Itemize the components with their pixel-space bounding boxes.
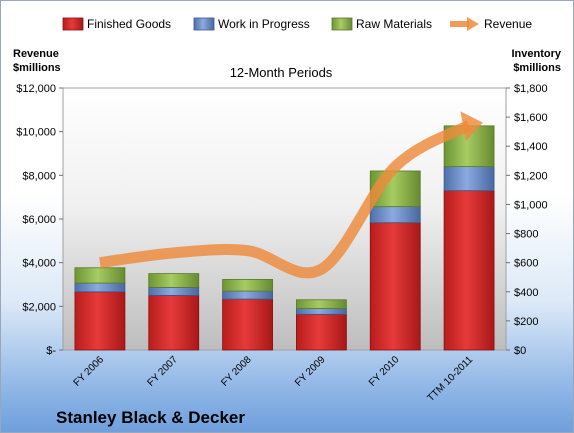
- right-tick-label: $1,000: [514, 199, 548, 211]
- bar-finished-goods: [148, 295, 200, 351]
- right-tick-label: $400: [514, 287, 538, 299]
- bar-finished-goods: [443, 190, 495, 351]
- legend-item-raw-materials: Raw Materials: [331, 17, 432, 31]
- legend-label-finished-goods: Finished Goods: [87, 17, 171, 31]
- legend-item-finished-goods: Finished Goods: [62, 17, 171, 31]
- legend-label-work-in-progress: Work in Progress: [218, 17, 310, 31]
- bar-finished-goods: [222, 298, 273, 351]
- chart-subtitle: 12-Month Periods: [230, 65, 333, 80]
- bar-finished-goods: [369, 222, 421, 351]
- right-tick-label: $1,200: [514, 170, 548, 182]
- revenue-line: [99, 120, 472, 279]
- bar-work-in-progress: [369, 206, 421, 224]
- right-tick-label: $600: [514, 258, 538, 270]
- right-tick-label: $0: [514, 345, 526, 357]
- x-tick-label: FY 2008: [219, 354, 254, 389]
- company-name: Stanley Black & Decker: [56, 408, 245, 427]
- legend-label-revenue: Revenue: [484, 17, 532, 31]
- bar-work-in-progress: [222, 290, 273, 300]
- x-tick-label: FY 2007: [145, 354, 180, 389]
- bar-work-in-progress: [74, 282, 126, 293]
- right-tick-label: $200: [514, 316, 538, 328]
- x-tick-label: FY 2006: [72, 354, 107, 389]
- left-axis-title-line1: Revenue: [13, 48, 59, 60]
- bar-raw-materials: [296, 299, 347, 309]
- bar-work-in-progress: [148, 287, 200, 296]
- right-axis-title-line2: $millions: [513, 62, 561, 74]
- legend-item-work-in-progress: Work in Progress: [193, 17, 310, 31]
- bar-raw-materials: [222, 279, 273, 292]
- bar-finished-goods: [74, 291, 126, 351]
- bar-work-in-progress: [443, 166, 495, 192]
- right-tick-label: $800: [514, 229, 538, 241]
- right-axis: $0 $200 $400 $600 $800 $1,000 $1,200 $1,400 $1,6…: [506, 83, 548, 357]
- legend-label-raw-materials: Raw Materials: [356, 17, 432, 31]
- x-axis: FY 2006 FY 2007 FY 2008 FY 2009 FY 2010 TTM 1…: [72, 354, 476, 404]
- x-tick-label: FY 2010: [367, 354, 402, 389]
- right-tick-label: $1,600: [514, 112, 548, 124]
- bar-raw-materials: [148, 273, 200, 288]
- right-tick-label: $1,800: [514, 83, 548, 95]
- left-tick-label: $6,000: [22, 214, 56, 226]
- plot-area: [62, 87, 507, 351]
- bar-finished-goods: [296, 313, 347, 351]
- bar-series: [74, 125, 495, 351]
- left-axis: $- $2,000 $4,000 $6,000 $8,000 $10,000 $12,000: [16, 83, 63, 357]
- left-axis-title-line2: $millions: [13, 62, 61, 74]
- x-tick-label: FY 2009: [293, 354, 328, 389]
- left-tick-label: $4,000: [22, 258, 56, 270]
- left-tick-label: $2,000: [22, 301, 56, 313]
- revenue-arrowhead: [460, 111, 483, 141]
- right-axis-title-line1: Inventory: [511, 48, 561, 60]
- x-tick-label: TTM 10-2011: [425, 354, 475, 404]
- bar-work-in-progress: [296, 308, 347, 315]
- left-tick-label: $-: [46, 345, 56, 357]
- legend-item-revenue: Revenue: [450, 17, 532, 31]
- left-tick-label: $10,000: [16, 127, 56, 139]
- revenue-series: [99, 111, 483, 279]
- left-tick-label: $12,000: [16, 83, 56, 95]
- legend: Finished Goods Work in Progress Raw Mate…: [62, 17, 532, 31]
- bar-raw-materials: [74, 267, 126, 284]
- left-tick-label: $8,000: [22, 170, 56, 182]
- right-tick-label: $1,400: [514, 141, 548, 153]
